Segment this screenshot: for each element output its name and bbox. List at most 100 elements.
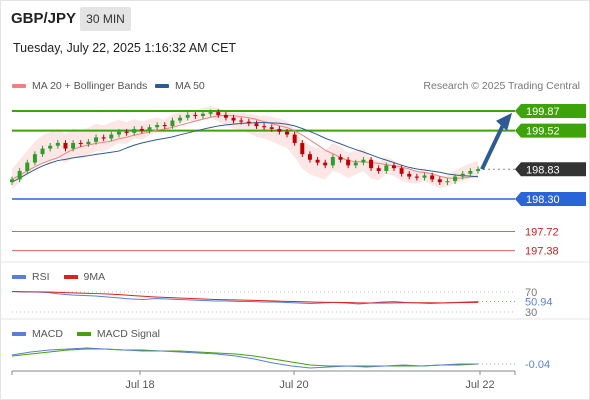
candle-body [460, 173, 465, 177]
candle-body [346, 159, 351, 166]
candle-body [17, 170, 22, 180]
candle-body [178, 117, 183, 121]
candle-body [277, 128, 282, 132]
bollinger-bands-layer [12, 105, 478, 190]
ma50-legend: MA 50 [155, 80, 205, 92]
price-tag-198-30 [515, 192, 586, 206]
candle-body [262, 126, 267, 128]
candle-body [430, 175, 435, 180]
chart-header: GBP/JPY 30 MIN [0, 0, 590, 36]
candle-body [445, 181, 450, 183]
price-levels-layer [12, 110, 515, 252]
timeframe-button[interactable]: 30 MIN [80, 7, 131, 31]
candles-layer [10, 109, 480, 185]
candle-body [269, 127, 274, 129]
price-tag-label-199-87: 199.87 [526, 106, 560, 118]
candle-body [200, 113, 205, 117]
macd-value-label: -0.04 [525, 359, 550, 371]
candle-body [132, 128, 137, 133]
candle-body [437, 179, 442, 183]
candle-body [453, 176, 458, 182]
candle-body [246, 121, 251, 124]
candle-body [361, 159, 366, 163]
candle-body [86, 141, 91, 145]
ma50-legend-swatch [155, 84, 169, 88]
candle-body [414, 176, 419, 178]
candle-body [384, 165, 389, 171]
macd-signal-line [11, 348, 479, 367]
x-axis: Jul 18 Jul 20 Jul 22 [11, 370, 516, 391]
rsi-level-label-30: 30 [525, 307, 537, 319]
candle-body [391, 165, 396, 169]
bollinger-legend: MA 20 + Bollinger Bands [12, 80, 147, 92]
ma9-legend-swatch [63, 275, 78, 279]
candle-body [399, 168, 404, 174]
candle-body [338, 156, 343, 160]
macd-panel: -0.04 [0, 318, 590, 371]
candle-body [40, 148, 45, 155]
candle-body [208, 112, 213, 114]
candle-body [116, 131, 121, 135]
rsi-legend-label: RSI [32, 271, 50, 283]
rsi-value-label: 50.94 [525, 297, 553, 309]
candle-body [55, 142, 60, 146]
signal-legend-swatch [76, 332, 91, 336]
bollinger-legend-label: MA 20 + Bollinger Bands [32, 80, 148, 92]
macd-legend-swatch [12, 332, 26, 336]
macd-legend-label: MACD [32, 328, 63, 340]
candle-body [315, 159, 320, 163]
price-tag-198-83 [515, 162, 586, 177]
signal-legend-label: MACD Signal [96, 328, 160, 340]
price-tag-199-87 [515, 104, 586, 118]
rsi-line [11, 291, 479, 305]
candle-body [78, 142, 83, 145]
rsi-legend: RSI 9MA [12, 271, 105, 283]
candle-body [124, 131, 129, 133]
price-tag-label-199-52: 199.52 [526, 126, 560, 138]
candle-body [162, 125, 167, 127]
candle-body [109, 134, 114, 139]
candle-body [10, 179, 14, 183]
bollinger-legend-swatch [12, 84, 26, 88]
macd-line [11, 347, 478, 369]
ma50-line [11, 122, 479, 183]
candle-body [63, 142, 68, 149]
candle-body [71, 142, 76, 149]
candle-body [476, 169, 480, 171]
forecast-arrow-layer [480, 112, 512, 171]
rsi-level-label-70: 70 [525, 287, 537, 299]
symbol-label: GBP/JPY [11, 10, 77, 27]
price-tag-label-198-83: 198.83 [526, 164, 560, 176]
candle-body [369, 159, 374, 169]
candle-body [94, 137, 99, 142]
candle-body [25, 162, 30, 171]
price-level-label-197-72: 197.72 [525, 227, 559, 239]
x-tick-label: Jul 18 [125, 379, 154, 391]
candle-body [185, 114, 190, 118]
ma20-line [11, 114, 479, 180]
candle-body [323, 162, 328, 166]
ma9-legend-label: 9MA [83, 271, 106, 283]
candle-body [193, 114, 198, 117]
price-tag-label-198-30: 198.30 [526, 194, 560, 206]
candle-body [330, 156, 335, 166]
candle-body [231, 117, 236, 121]
candle-body [300, 142, 305, 155]
candle-body [32, 154, 37, 163]
candle-body [422, 175, 427, 178]
candle-body [170, 120, 175, 127]
candle-body [147, 127, 152, 131]
rsi-legend-swatch [12, 275, 26, 279]
candle-body [155, 125, 160, 128]
candle-body [353, 162, 358, 166]
candle-body [468, 170, 473, 174]
candle-body [223, 114, 228, 118]
candle-body [407, 173, 412, 177]
forecast-arrow-head [496, 112, 512, 131]
x-tick-label: Jul 22 [465, 379, 494, 391]
price-tag-199-52 [515, 123, 586, 138]
candle-body [216, 112, 221, 115]
moving-average-layer [11, 114, 479, 183]
